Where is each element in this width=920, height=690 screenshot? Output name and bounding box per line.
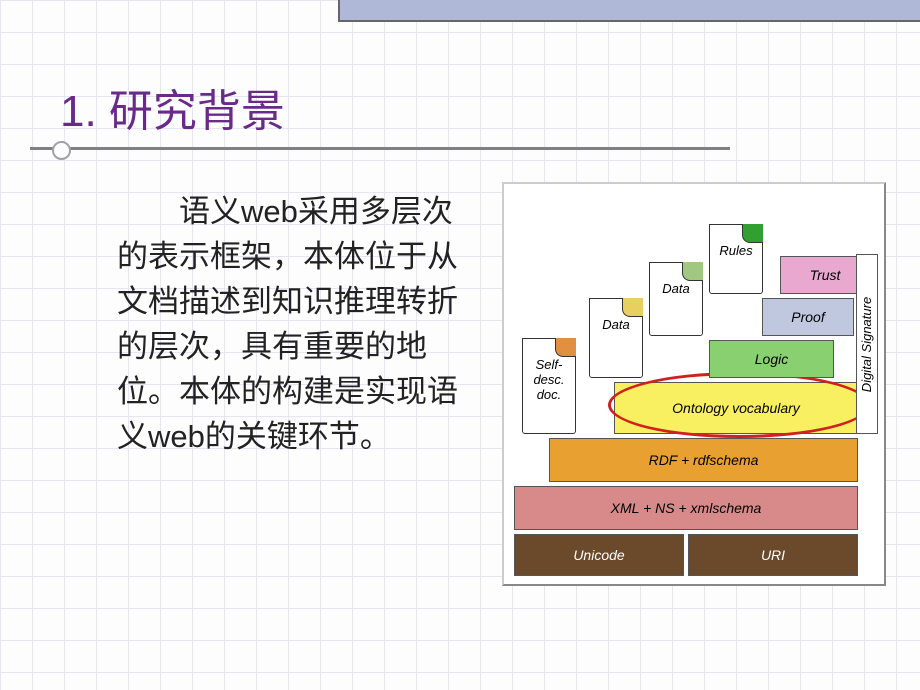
- doc-self-desc: Self- desc. doc.: [522, 338, 576, 434]
- doc-data-lower: Data: [589, 298, 643, 378]
- layer-rdf: RDF + rdfschema: [549, 438, 858, 482]
- decorative-top-bar: [338, 0, 920, 22]
- layer-xml: XML + NS + xmlschema: [514, 486, 858, 530]
- semantic-web-layer-diagram: Unicode URI XML + NS + xmlschema RDF + r…: [502, 182, 886, 586]
- doc-flap-icon: [742, 224, 763, 243]
- doc-self-desc-label: Self- desc. doc.: [533, 357, 564, 402]
- layer-uri-label: URI: [761, 547, 785, 563]
- layer-xml-label: XML + NS + xmlschema: [611, 500, 762, 516]
- doc-rules-label: Rules: [719, 243, 752, 258]
- title-wrap: 1. 研究背景: [60, 75, 285, 139]
- layer-signature-label: Digital Signature: [860, 296, 875, 391]
- doc-data-lower-label: Data: [602, 317, 629, 332]
- layer-unicode: Unicode: [514, 534, 684, 576]
- layer-trust-label: Trust: [810, 267, 841, 283]
- ontology-highlight-ring: [608, 372, 870, 438]
- layer-unicode-label: Unicode: [573, 547, 624, 563]
- doc-flap-icon: [555, 338, 576, 357]
- title-bullet-dot: [52, 141, 71, 160]
- doc-flap-icon: [682, 262, 703, 281]
- layer-logic-label: Logic: [755, 351, 788, 367]
- layer-proof-label: Proof: [791, 309, 824, 325]
- layer-proof: Proof: [762, 298, 854, 336]
- layer-logic: Logic: [709, 340, 834, 378]
- layer-uri: URI: [688, 534, 858, 576]
- doc-data-upper: Data: [649, 262, 703, 336]
- layer-rdf-label: RDF + rdfschema: [649, 452, 759, 468]
- doc-data-upper-label: Data: [662, 281, 689, 296]
- doc-flap-icon: [622, 298, 643, 317]
- title-underline: [30, 147, 730, 150]
- doc-rules: Rules: [709, 224, 763, 294]
- slide-title: 1. 研究背景: [60, 75, 285, 139]
- layer-digital-signature: Digital Signature: [856, 254, 878, 434]
- body-paragraph: 语义web采用多层次的表示框架，本体位于从文档描述到知识推理转折的层次，具有重要…: [117, 190, 472, 460]
